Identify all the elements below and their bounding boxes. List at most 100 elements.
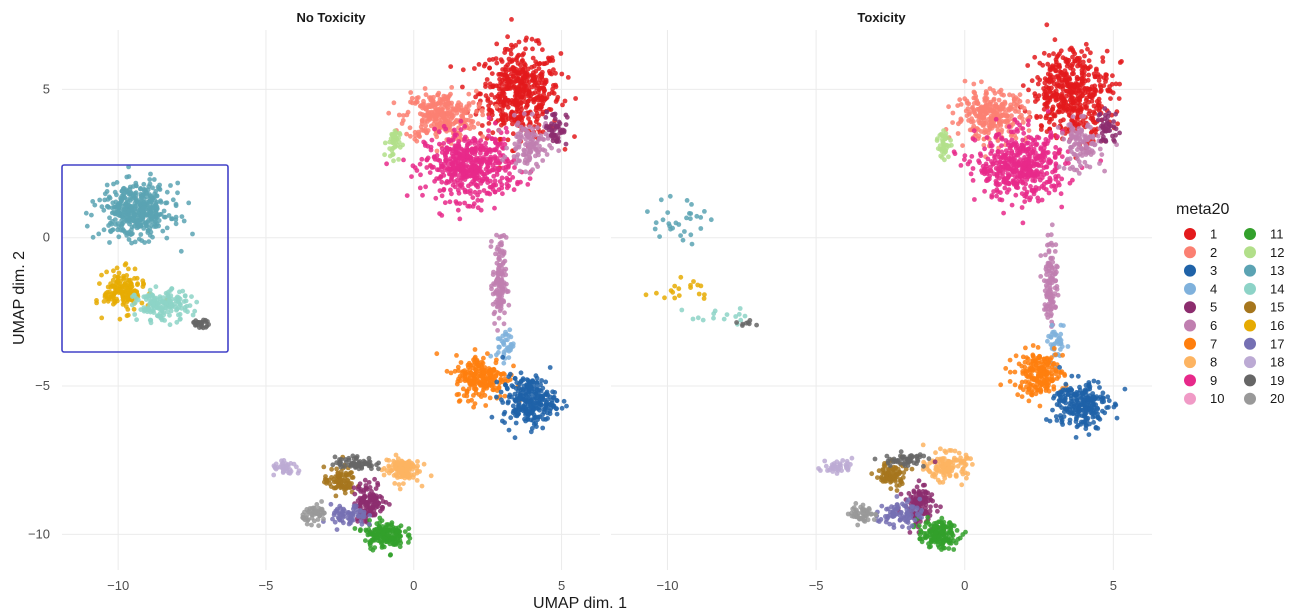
point-meta-9 xyxy=(1039,197,1045,203)
point-meta-1 xyxy=(1043,115,1049,121)
point-meta-9 xyxy=(503,125,509,131)
point-meta-13 xyxy=(92,202,98,208)
point-meta-7 xyxy=(469,397,474,403)
point-meta-9 xyxy=(487,147,493,153)
point-meta-14 xyxy=(142,307,148,313)
point-meta-1 xyxy=(1054,92,1060,97)
point-meta-8 xyxy=(405,463,411,468)
point-meta-9 xyxy=(1026,171,1031,177)
point-meta-2 xyxy=(423,123,429,129)
point-meta-2 xyxy=(454,110,460,116)
point-meta-6 xyxy=(1097,146,1103,152)
point-meta-9 xyxy=(994,193,999,199)
point-meta-6 xyxy=(530,167,535,173)
point-meta-1 xyxy=(553,84,559,90)
point-meta-9 xyxy=(988,168,994,174)
point-meta-6 xyxy=(1102,168,1107,174)
point-meta-6 xyxy=(492,321,497,326)
point-meta-1 xyxy=(1115,121,1120,127)
point-meta-13 xyxy=(153,188,159,194)
point-meta-1 xyxy=(1026,87,1031,93)
point-meta-9 xyxy=(465,142,470,148)
point-meta-6 xyxy=(496,315,502,321)
point-meta-13 xyxy=(146,184,152,189)
point-meta-6 xyxy=(530,140,536,146)
point-meta-9 xyxy=(477,157,482,163)
point-meta-9 xyxy=(1005,142,1011,148)
point-meta-9 xyxy=(995,149,1001,155)
point-meta-2 xyxy=(971,95,977,101)
point-meta-8 xyxy=(415,459,420,464)
point-meta-6 xyxy=(1072,152,1078,158)
point-meta-9 xyxy=(969,154,975,159)
point-meta-2 xyxy=(422,112,428,118)
point-meta-9 xyxy=(434,176,439,182)
point-meta-9 xyxy=(1049,133,1055,138)
point-meta-9 xyxy=(462,138,467,144)
point-meta-6 xyxy=(492,309,498,315)
point-meta-9 xyxy=(442,161,447,167)
point-meta-2 xyxy=(413,101,418,106)
point-meta-19 xyxy=(203,324,209,330)
point-meta-2 xyxy=(456,100,461,105)
point-meta-1 xyxy=(479,123,485,128)
point-meta-1 xyxy=(1061,83,1067,88)
point-meta-9 xyxy=(437,158,443,163)
point-meta-9 xyxy=(1019,205,1025,210)
point-meta-1 xyxy=(560,102,565,108)
point-meta-5 xyxy=(370,492,376,497)
point-meta-13 xyxy=(126,191,132,197)
point-meta-6 xyxy=(1099,152,1105,158)
point-meta-2 xyxy=(429,103,435,109)
point-meta-5 xyxy=(364,501,370,506)
point-meta-2 xyxy=(446,101,451,107)
point-meta-6 xyxy=(1086,135,1092,141)
point-meta-3 xyxy=(517,396,523,402)
point-meta-12 xyxy=(390,151,396,157)
point-meta-9 xyxy=(1001,210,1006,216)
point-meta-13 xyxy=(141,188,147,194)
point-meta-8 xyxy=(386,463,392,469)
point-meta-8 xyxy=(393,452,399,458)
point-meta-3 xyxy=(543,379,549,385)
point-meta-8 xyxy=(396,482,402,487)
point-meta-20 xyxy=(319,506,325,512)
point-meta-9 xyxy=(1004,189,1010,195)
point-meta-14 xyxy=(141,294,147,300)
x-tick-label: −10 xyxy=(107,578,129,593)
point-meta-1 xyxy=(537,86,543,91)
point-meta-1 xyxy=(553,70,558,76)
point-meta-2 xyxy=(1017,92,1023,98)
point-meta-2 xyxy=(1021,105,1027,111)
point-meta-3 xyxy=(535,406,541,411)
point-meta-2 xyxy=(958,119,963,125)
point-meta-6 xyxy=(500,281,505,287)
point-meta-4 xyxy=(510,341,516,347)
point-meta-19 xyxy=(344,459,349,465)
point-meta-3 xyxy=(514,380,520,385)
point-meta-9 xyxy=(1043,164,1049,170)
point-meta-2 xyxy=(1007,117,1012,122)
point-meta-3 xyxy=(506,427,512,433)
point-meta-1 xyxy=(1035,75,1040,80)
point-meta-9 xyxy=(1031,159,1037,165)
point-meta-6 xyxy=(513,161,519,166)
point-meta-6 xyxy=(1069,149,1074,155)
point-meta-9 xyxy=(1046,190,1052,196)
point-meta-15 xyxy=(349,481,354,486)
point-meta-1 xyxy=(1053,65,1059,70)
point-meta-1 xyxy=(1085,46,1090,52)
point-meta-9 xyxy=(999,149,1005,155)
point-meta-1 xyxy=(502,50,508,55)
point-meta-16 xyxy=(121,296,126,301)
point-meta-9 xyxy=(1025,122,1031,128)
point-meta-1 xyxy=(486,103,491,109)
point-meta-15 xyxy=(333,493,339,499)
point-meta-9 xyxy=(1028,184,1033,189)
point-meta-12 xyxy=(391,138,397,144)
point-meta-19 xyxy=(351,456,357,462)
point-meta-2 xyxy=(423,106,429,112)
point-meta-14 xyxy=(146,308,152,313)
point-meta-1 xyxy=(505,62,510,68)
point-meta-11 xyxy=(352,526,358,531)
